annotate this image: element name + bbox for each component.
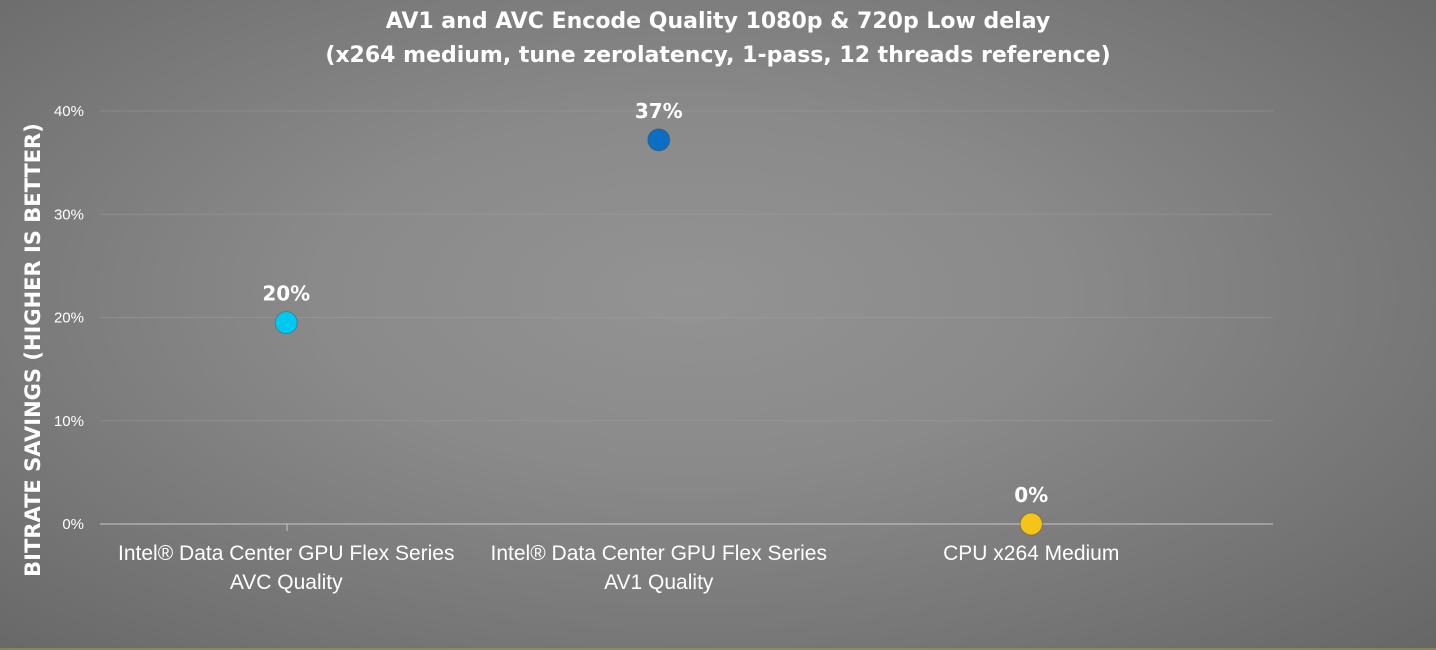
bottom-border xyxy=(0,648,1436,650)
category-label: Intel® Data Center GPU Flex Series AV1 Qu… xyxy=(491,542,827,594)
category-label-line: AVC Quality xyxy=(230,571,343,594)
data-label: 20% xyxy=(262,282,310,306)
data-point xyxy=(274,311,298,335)
category-label: Intel® Data Center GPU Flex Series AVC Qu… xyxy=(118,542,454,594)
data-point xyxy=(647,128,671,152)
data-label: 0% xyxy=(1014,483,1048,507)
y-tick-label: 30% xyxy=(54,206,84,223)
category-label-line: AV1 Quality xyxy=(604,571,714,594)
chart-title: AV1 and AVC Encode Quality 1080p & 720p … xyxy=(325,9,1110,68)
y-tick-label: 20% xyxy=(54,310,84,327)
data-point xyxy=(1019,512,1043,536)
data-points xyxy=(274,128,1043,536)
category-label-line: Intel® Data Center GPU Flex Series xyxy=(118,542,454,565)
y-tick-label: 10% xyxy=(54,413,84,430)
category-label-line: Intel® Data Center GPU Flex Series xyxy=(491,542,827,565)
data-labels: 20% 37% 0% xyxy=(262,99,1048,507)
chart-title-line-1: AV1 and AVC Encode Quality 1080p & 720p … xyxy=(386,9,1050,34)
gridlines xyxy=(100,110,1273,422)
data-label: 37% xyxy=(635,99,683,123)
y-axis-label: BITRATE SAVINGS (HIGHER IS BETTER) xyxy=(21,123,45,577)
y-tick-label: 40% xyxy=(54,103,84,120)
category-labels: Intel® Data Center GPU Flex Series AVC Qu… xyxy=(118,542,1119,594)
y-tick-label: 0% xyxy=(62,516,84,533)
x-axis xyxy=(100,523,1273,531)
chart-title-line-2: (x264 medium, tune zerolatency, 1-pass, … xyxy=(325,43,1110,68)
y-tick-labels: 0% 10% 20% 30% 40% xyxy=(54,103,84,533)
category-label: CPU x264 Medium xyxy=(943,542,1119,565)
category-label-line: CPU x264 Medium xyxy=(943,542,1119,565)
